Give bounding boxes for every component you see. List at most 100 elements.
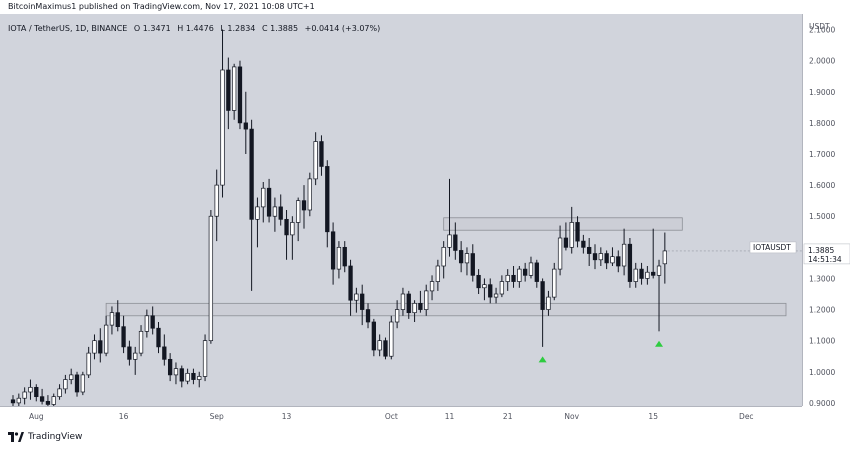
candle-body xyxy=(435,265,441,282)
time-axis[interactable]: Aug 16 Sep 13 Oct 11 21 Nov 15 Dec xyxy=(0,406,802,424)
candle-2021-09-07 xyxy=(249,119,254,291)
time-tick-label: 15 xyxy=(648,412,658,421)
candle-2021-07-31 xyxy=(28,379,33,400)
time-axis-svg: Aug 16 Sep 13 Oct 11 21 Nov 15 Dec xyxy=(29,412,754,421)
candle-body xyxy=(325,166,330,233)
candle-body xyxy=(569,222,574,248)
candle-body xyxy=(185,372,190,382)
price-tick-label: 2.1000 xyxy=(809,26,835,35)
candle-2021-08-15 xyxy=(115,300,120,332)
candle-body xyxy=(633,268,638,282)
candle-body xyxy=(243,122,248,130)
candle-body xyxy=(237,66,243,124)
candle-body xyxy=(92,340,97,354)
candle-2021-10-08 xyxy=(429,275,435,301)
candle-body xyxy=(220,69,225,186)
legend-symbol: IOTA / TetherUS, 1D, BINANCE xyxy=(8,24,128,33)
candle-body xyxy=(150,315,155,329)
candle-body xyxy=(173,368,179,376)
candle-2021-11-10 xyxy=(621,228,627,276)
candle-2021-10-24 xyxy=(523,262,528,282)
candle-body xyxy=(656,265,662,276)
candle-body xyxy=(133,352,138,360)
price-tick-label: 1.9000 xyxy=(809,88,835,97)
candle-body xyxy=(232,66,237,111)
legend-open-label: O xyxy=(133,24,141,33)
candle-body xyxy=(301,200,307,211)
candle-2021-10-16 xyxy=(476,269,481,294)
candle-body xyxy=(360,293,365,310)
candle-body xyxy=(208,215,214,342)
candle-2021-11-09 xyxy=(616,250,621,273)
candle-body xyxy=(377,340,382,351)
candle-2021-10-07 xyxy=(424,284,429,316)
candle-2021-09-14 xyxy=(290,216,295,260)
candle-body xyxy=(109,312,115,326)
candle-2021-09-13 xyxy=(284,210,289,260)
candle-body xyxy=(383,340,388,357)
candle-body xyxy=(69,374,74,380)
candle-2021-08-04 xyxy=(51,393,56,406)
candle-2021-10-22 xyxy=(511,266,516,288)
price-chart[interactable]: IOTAUSDT xyxy=(0,14,802,406)
time-tick-label: Oct xyxy=(385,412,398,421)
candle-body xyxy=(598,253,603,261)
candle-2021-08-05 xyxy=(57,384,62,400)
candle-body xyxy=(45,400,51,405)
candle-2021-08-22 xyxy=(156,322,161,354)
support-marker-1 xyxy=(655,340,664,347)
candle-body xyxy=(394,309,400,323)
price-axis[interactable]: 0.90001.00001.10001.20001.30001.40001.50… xyxy=(802,14,850,408)
candle-body xyxy=(511,274,516,282)
candle-2021-09-21 xyxy=(330,222,336,285)
support-resistance-zone-0[interactable] xyxy=(105,302,787,317)
candle-body xyxy=(418,302,423,310)
candle-2021-09-26 xyxy=(360,284,365,326)
candle-body xyxy=(342,246,347,267)
candle-2021-11-15 xyxy=(651,228,656,279)
candle-2021-08-12 xyxy=(98,328,103,363)
candle-2021-09-01 xyxy=(214,169,219,242)
candle-body xyxy=(307,178,312,211)
candle-2021-08-23 xyxy=(162,334,167,366)
candle-body xyxy=(575,222,580,242)
tradingview-brand: TradingView xyxy=(28,432,83,442)
candle-2021-08-11 xyxy=(92,334,97,360)
candle-2021-11-06 xyxy=(598,247,603,266)
candle-2021-08-24 xyxy=(167,353,173,382)
candle-body xyxy=(517,268,522,282)
candle-body xyxy=(22,391,27,399)
time-tick-label: 11 xyxy=(445,412,455,421)
candle-2021-08-18 xyxy=(133,346,138,375)
price-tick-label: 1.7000 xyxy=(809,150,835,159)
candle-2021-08-25 xyxy=(173,362,179,385)
candle-2021-10-30 xyxy=(557,225,563,276)
price-tick-label: 1.0000 xyxy=(809,368,835,377)
candle-2021-08-21 xyxy=(150,306,155,335)
candle-2021-08-02 xyxy=(39,388,45,405)
symbol-tag: IOTAUSDT xyxy=(753,243,791,252)
candle-2021-09-15 xyxy=(296,197,301,242)
candle-2021-08-17 xyxy=(127,340,132,366)
time-tick-label: 21 xyxy=(503,412,513,421)
candle-2021-08-01 xyxy=(34,384,39,402)
support-resistance-zone-1[interactable] xyxy=(443,217,683,231)
candle-countdown: 14:51:34 xyxy=(808,255,842,264)
tradingview-logo[interactable]: TradingView xyxy=(8,430,82,444)
candle-body xyxy=(464,253,470,264)
candle-2021-10-18 xyxy=(488,278,493,304)
candle-body xyxy=(98,340,103,354)
candle-body xyxy=(639,268,644,279)
candle-body xyxy=(621,243,627,267)
candle-2021-08-16 xyxy=(121,315,126,354)
candle-body xyxy=(336,246,342,270)
candle-2021-10-21 xyxy=(505,269,510,291)
time-tick-label: Aug xyxy=(29,412,44,421)
candle-body xyxy=(86,352,91,376)
candle-body xyxy=(272,206,278,217)
candle-2021-08-10 xyxy=(86,346,91,378)
chart-area[interactable]: IOTAUSDT IOTA / TetherUS, 1D, BINANCE O … xyxy=(0,14,802,406)
support-marker-0 xyxy=(538,356,547,363)
candle-2021-10-29 xyxy=(552,262,557,301)
candle-2021-10-10 xyxy=(441,241,446,279)
